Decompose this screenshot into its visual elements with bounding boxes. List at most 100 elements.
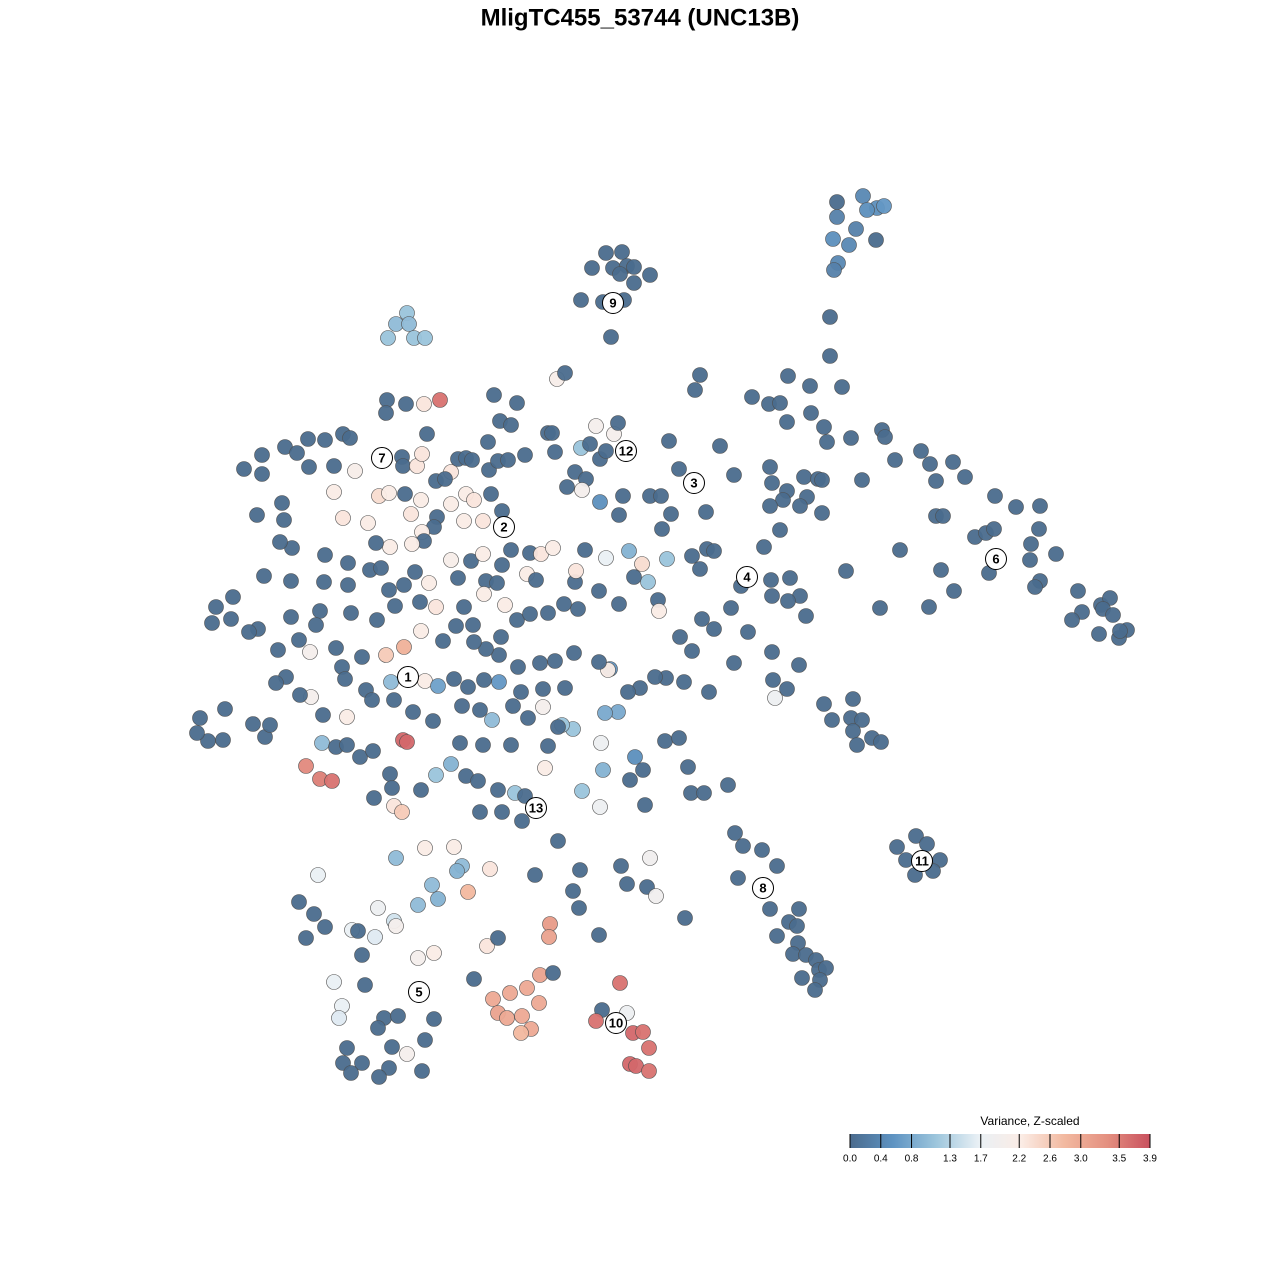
point [497,597,513,613]
point [306,906,322,922]
colorbar-tick-label: 1.7 [974,1154,988,1165]
point [849,737,865,753]
point [627,749,643,765]
point [350,923,366,939]
point [499,1010,515,1026]
point [463,553,479,569]
point [845,723,861,739]
point [802,378,818,394]
cluster-label-circle [371,447,393,469]
point [381,1060,397,1076]
point [494,557,510,573]
point [726,467,742,483]
point [919,836,935,852]
point [1032,498,1048,514]
point [877,429,893,445]
point [819,434,835,450]
point [340,555,356,571]
point [557,680,573,696]
point [854,712,870,728]
cluster-label: 5 [415,984,422,999]
point [597,705,613,721]
point [694,611,710,627]
point [845,691,861,707]
point [519,980,535,996]
point [482,861,498,877]
point [331,1010,347,1026]
point [310,867,326,883]
point [416,396,432,412]
point [834,379,850,395]
point [744,389,760,405]
point [337,671,353,687]
point [475,737,491,753]
point [292,687,308,703]
point [671,730,687,746]
point [456,513,472,529]
point [841,237,857,253]
point [493,629,509,645]
point [225,589,241,605]
point [1070,583,1086,599]
point [706,621,722,637]
point [610,415,626,431]
point [855,188,871,204]
point [780,368,796,384]
point [1008,499,1024,515]
point [298,930,314,946]
point [368,535,384,551]
point [814,505,830,521]
point [775,492,791,508]
point [672,629,688,645]
point [814,472,830,488]
point [621,543,637,559]
point [388,918,404,934]
point [535,681,551,697]
point [611,596,627,612]
point [1027,579,1043,595]
point [772,395,788,411]
point [615,488,631,504]
point [328,640,344,656]
point [500,452,516,468]
point [843,430,859,446]
point [803,405,819,421]
point [369,612,385,628]
point [574,783,590,799]
point [208,599,224,615]
point [764,644,780,660]
point [443,552,459,568]
point [676,674,692,690]
point [565,883,581,899]
point [517,447,533,463]
point [312,603,328,619]
colorbar-title: Variance, Z-scaled [980,1114,1079,1128]
point [386,692,402,708]
point [452,735,468,751]
point [854,472,870,488]
point [588,418,604,434]
point [723,600,739,616]
point [470,773,486,789]
point [480,434,496,450]
point [425,713,441,729]
point [651,603,667,619]
point [340,577,356,593]
point [514,1008,530,1024]
point [540,605,556,621]
point [648,888,664,904]
point [720,777,736,793]
point [692,561,708,577]
point [537,760,553,776]
point [513,1025,529,1041]
point [612,266,628,282]
point [642,267,658,283]
point [763,572,779,588]
point [659,551,675,567]
point [647,669,663,685]
point [466,634,482,650]
cluster-label: 7 [378,450,385,465]
point [514,813,530,829]
point [698,504,714,520]
point [399,1046,415,1062]
